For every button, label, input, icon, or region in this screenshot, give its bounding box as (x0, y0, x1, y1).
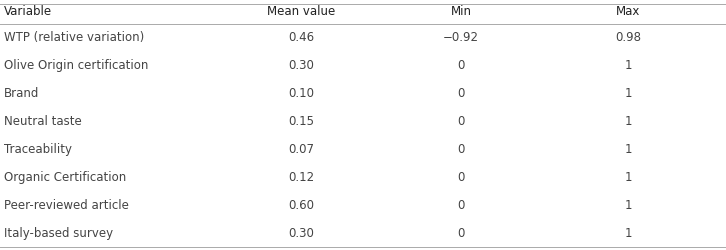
Text: WTP (relative variation): WTP (relative variation) (4, 31, 144, 44)
Text: 0.46: 0.46 (288, 31, 314, 44)
Text: Min: Min (451, 5, 471, 18)
Text: 0: 0 (457, 115, 465, 128)
Text: 0.07: 0.07 (288, 143, 314, 156)
Text: 1: 1 (624, 171, 632, 184)
Text: 0: 0 (457, 87, 465, 100)
Text: Variable: Variable (4, 5, 52, 18)
Text: 0.10: 0.10 (288, 87, 314, 100)
Text: 1: 1 (624, 115, 632, 128)
Text: Peer-reviewed article: Peer-reviewed article (4, 199, 129, 212)
Text: 0.60: 0.60 (288, 199, 314, 212)
Text: 1: 1 (624, 59, 632, 72)
Text: 1: 1 (624, 143, 632, 156)
Text: 0.15: 0.15 (288, 115, 314, 128)
Text: 0: 0 (457, 143, 465, 156)
Text: Mean value: Mean value (267, 5, 335, 18)
Text: Brand: Brand (4, 87, 39, 100)
Text: 1: 1 (624, 87, 632, 100)
Text: Traceability: Traceability (4, 143, 72, 156)
Text: 0.30: 0.30 (288, 59, 314, 72)
Text: 0.12: 0.12 (288, 171, 314, 184)
Text: 0: 0 (457, 59, 465, 72)
Text: Neutral taste: Neutral taste (4, 115, 81, 128)
Text: 1: 1 (624, 199, 632, 212)
Text: Organic Certification: Organic Certification (4, 171, 126, 184)
Text: 0.98: 0.98 (615, 31, 641, 44)
Text: 0: 0 (457, 226, 465, 239)
Text: Max: Max (616, 5, 640, 18)
Text: 0.30: 0.30 (288, 226, 314, 239)
Text: 0: 0 (457, 171, 465, 184)
Text: −0.92: −0.92 (443, 31, 479, 44)
Text: 1: 1 (624, 226, 632, 239)
Text: Olive Origin certification: Olive Origin certification (4, 59, 148, 72)
Text: Italy-based survey: Italy-based survey (4, 226, 113, 239)
Text: 0: 0 (457, 199, 465, 212)
